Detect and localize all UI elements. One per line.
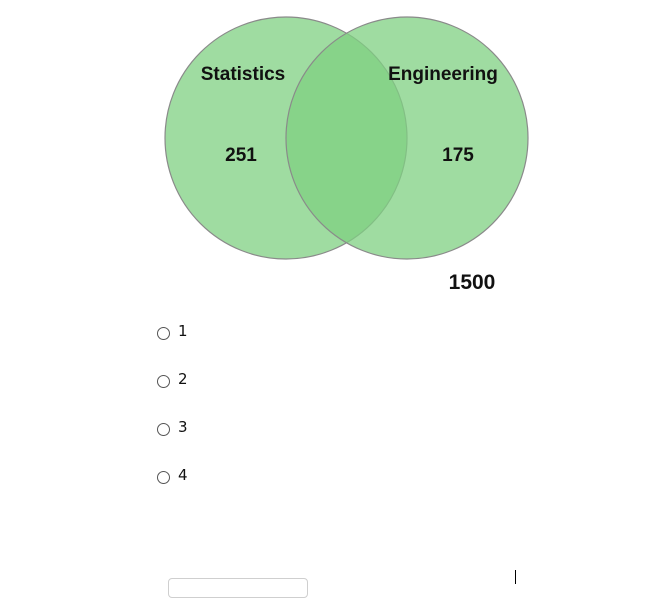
text-cursor <box>515 570 516 584</box>
right-only-value: 175 <box>442 145 474 166</box>
answer-option[interactable]: 4 <box>157 466 188 514</box>
radio-button[interactable] <box>157 327 170 340</box>
answer-option[interactable]: 3 <box>157 418 188 466</box>
action-button[interactable] <box>168 578 308 598</box>
left-only-value: 251 <box>225 145 257 166</box>
option-label: 3 <box>178 418 188 436</box>
answer-option[interactable]: 2 <box>157 370 188 418</box>
answer-options: 1 2 3 4 <box>157 322 188 514</box>
right-set-label: Engineering <box>388 64 498 85</box>
option-label: 4 <box>178 466 188 484</box>
option-label: 2 <box>178 370 188 388</box>
radio-button[interactable] <box>157 375 170 388</box>
total-value: 1500 <box>449 271 496 294</box>
right-circle <box>285 16 529 260</box>
venn-diagram: Statistics Engineering 251 175 1500 <box>164 16 529 294</box>
option-label: 1 <box>178 322 188 340</box>
left-set-label: Statistics <box>201 64 285 85</box>
radio-button[interactable] <box>157 471 170 484</box>
radio-button[interactable] <box>157 423 170 436</box>
answer-option[interactable]: 1 <box>157 322 188 370</box>
